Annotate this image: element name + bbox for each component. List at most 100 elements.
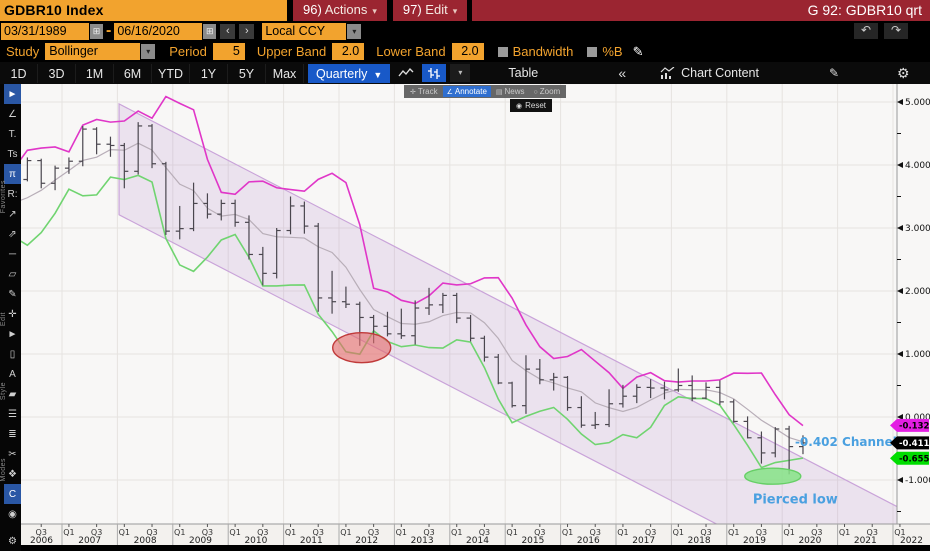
clip-mode-icon[interactable]: ✂ <box>8 448 17 460</box>
trash-icon[interactable]: ▯ <box>9 348 16 360</box>
text-annotation[interactable]: Pierced low <box>753 492 838 507</box>
text-annotation[interactable]: -0.402 Channel <box>795 435 897 449</box>
edit-menu-button[interactable]: 97) Edit ▾ <box>392 0 468 21</box>
price-chart[interactable]: -0.402 Channel Pierced low 5.000 4.000 3.000… <box>21 84 930 551</box>
prev-period-button[interactable]: ‹ <box>220 23 236 39</box>
range-tab-5y[interactable]: 5Y <box>228 63 266 83</box>
x-axis-quarter-label: Q3 <box>368 528 379 537</box>
text-note-tool-icon[interactable]: T. <box>8 128 17 140</box>
period-label: Period <box>169 44 207 59</box>
trendline-tool-icon[interactable]: ∠ <box>8 108 17 120</box>
bold-arrow-tool-icon[interactable]: ⇗ <box>8 228 17 240</box>
price-tag-close <box>890 436 929 450</box>
chart-content-button[interactable]: Chart Content <box>660 66 759 80</box>
green-ellipse-annotation[interactable] <box>744 467 802 485</box>
frequency-select[interactable]: Quarterly ▼ <box>308 63 391 83</box>
lower-band-field[interactable]: 2.0 <box>451 43 484 60</box>
x-axis-quarter-label: Q3 <box>534 528 545 537</box>
range-tab-6m[interactable]: 6M <box>114 63 152 83</box>
reset-button[interactable]: ◉ Reset <box>510 99 553 112</box>
range-tab-1d[interactable]: 1D <box>0 63 38 83</box>
select-plus-tool-icon[interactable]: ► <box>7 328 18 340</box>
news-tool-button[interactable]: ▤ News <box>495 87 525 96</box>
drawing-toolbar: ► ∠ T. Ts π R: ↗ ⇗ ─ ▱ ✎ ✛ ► ▯ A ▰ ☰ ≣ ✂ ❖ C ◉ ⚙ Favorites Edit S… <box>0 84 21 551</box>
pencil-icon[interactable]: ✎ <box>632 43 644 59</box>
actions-num: 96) <box>303 2 322 17</box>
x-axis-quarter-label: Q1 <box>63 528 74 537</box>
annotate-icon: ∠ <box>446 89 453 96</box>
bollinger-upper-band <box>21 95 804 427</box>
security-title[interactable]: GDBR10 Index <box>0 0 287 21</box>
lower-band-label: Lower Band <box>376 44 446 59</box>
reset-icon: ◉ <box>516 103 523 110</box>
next-period-button[interactable]: › <box>239 23 255 39</box>
move-tool-icon[interactable]: ✛ <box>8 308 17 320</box>
caret-down-icon[interactable]: ▾ <box>347 23 362 39</box>
caret-down-icon[interactable]: ▾ <box>141 44 156 59</box>
range-tab-1y[interactable]: 1Y <box>190 63 228 83</box>
collapse-panel-button[interactable]: « <box>618 65 627 81</box>
color-mode-icon[interactable]: ◉ <box>8 508 17 520</box>
table-button[interactable]: Table <box>508 66 539 80</box>
price-tag-lower-label: -0.655 <box>899 454 929 464</box>
end-date-field[interactable]: 06/16/2020 <box>114 22 203 40</box>
x-axis-quarter-label: Q3 <box>645 528 656 537</box>
price-tag-upper-label: -0.132 <box>899 421 929 431</box>
actions-menu-button[interactable]: 96) Actions ▾ <box>293 0 387 21</box>
chart-type-dropdown[interactable]: ▾ <box>450 64 471 82</box>
range-tab-3d[interactable]: 3D <box>38 63 76 83</box>
x-axis-year-label: 2017 <box>632 536 655 546</box>
currency-select[interactable]: Local CCY <box>262 22 347 40</box>
period-field[interactable]: 5 <box>212 43 245 60</box>
track-tool-button[interactable]: ✛ Track <box>410 87 438 96</box>
horizontal-line-tool-icon[interactable]: ─ <box>8 248 17 260</box>
chart-area[interactable]: -0.402 Channel Pierced low 5.000 4.000 3.000… <box>21 84 930 551</box>
range-tab-ytd[interactable]: YTD <box>152 63 190 83</box>
x-axis-quarter-label: Q3 <box>479 528 490 537</box>
cursor-tool-icon[interactable]: ► <box>4 84 21 104</box>
pencil-tool-icon[interactable]: ✎ <box>8 288 17 300</box>
redo-button[interactable]: ↷ <box>884 23 908 39</box>
zoom-tool-button[interactable]: ○ Zoom <box>533 87 561 96</box>
gear-icon[interactable]: ⚙ <box>897 64 910 81</box>
edit-num: 97) <box>402 2 422 17</box>
upper-band-field[interactable]: 2.0 <box>332 43 365 60</box>
compare-mode-icon[interactable]: C <box>4 484 21 504</box>
study-select[interactable]: Bollinger <box>45 43 141 60</box>
start-date-field[interactable]: 03/31/1989 <box>1 22 89 40</box>
calendar-icon[interactable]: ⊞ <box>203 23 217 39</box>
channel-tool-icon[interactable]: ▱ <box>8 268 17 280</box>
font-style-icon[interactable]: A <box>9 368 16 380</box>
align-style-icon[interactable]: ☰ <box>8 408 17 420</box>
sidebar-section-modes: Modes <box>0 458 7 482</box>
function-title: G 92: GDBR10 qrt <box>472 0 930 21</box>
annotate-tool-button[interactable]: ∠ Annotate <box>442 86 491 97</box>
calendar-icon[interactable]: ⊞ <box>90 23 103 39</box>
caret-down-icon: ▾ <box>372 6 377 16</box>
bandwidth-checkbox[interactable] <box>497 46 508 57</box>
settings-gear-icon[interactable]: ⚙ <box>8 535 17 547</box>
bandwidth-label: Bandwidth <box>512 44 574 59</box>
x-axis-year-label: 2012 <box>355 536 378 546</box>
arrow-tool-icon[interactable]: ↗ <box>8 208 17 220</box>
fill-style-icon[interactable]: ▰ <box>8 388 17 400</box>
sidebar-section-style: Style <box>0 382 7 401</box>
text-tool-icon[interactable]: Ts <box>7 148 18 160</box>
x-axis-quarter-label: Q1 <box>340 528 351 537</box>
red-ellipse-annotation[interactable] <box>332 332 392 364</box>
annotation-panel-icon[interactable]: ✎ <box>828 66 840 80</box>
pctb-checkbox[interactable] <box>587 46 598 57</box>
x-axis-background <box>21 524 930 545</box>
chart-mini-toolbar: ✛ Track ∠ Annotate ▤ News ○ Zoom <box>404 85 567 98</box>
x-axis-year-label: 2015 <box>521 536 544 546</box>
ohlc-chart-type-button[interactable] <box>422 64 447 82</box>
range-tab-1m[interactable]: 1M <box>76 63 114 83</box>
sidebar-section-favorites: Favorites <box>0 180 7 214</box>
regression-tool-icon[interactable]: R: <box>7 188 18 200</box>
line-chart-type-button[interactable] <box>394 64 418 82</box>
pi-tool-icon[interactable]: π <box>4 164 21 184</box>
undo-button[interactable]: ↶ <box>854 23 878 39</box>
range-tab-max[interactable]: Max <box>266 63 304 83</box>
node-mode-icon[interactable]: ❖ <box>8 468 17 480</box>
list-style-icon[interactable]: ≣ <box>8 428 17 440</box>
